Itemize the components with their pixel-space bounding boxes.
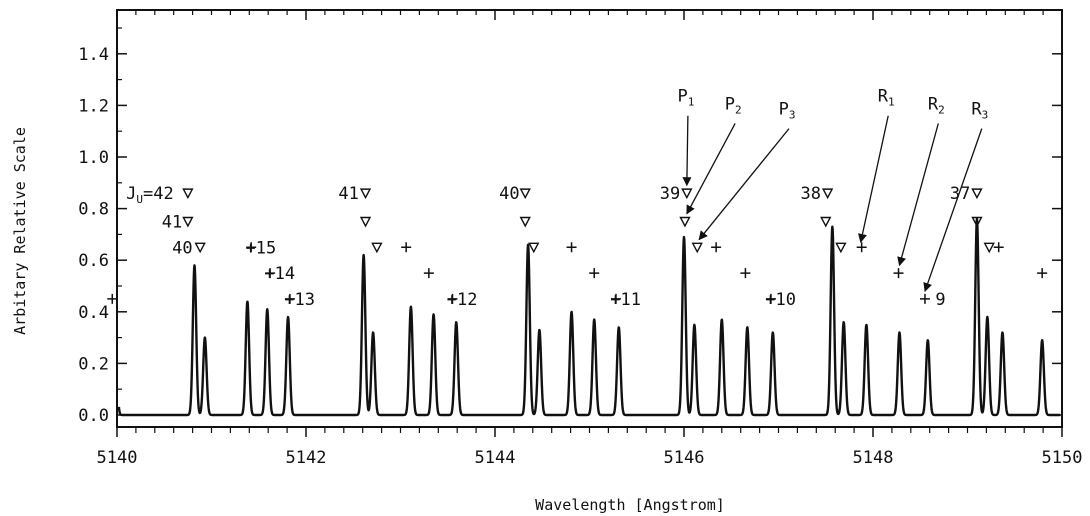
x-tick-label: 5150 (1042, 448, 1083, 468)
plus-marker (566, 242, 577, 253)
spectrum-layer (117, 217, 1062, 417)
peak-annotation: 39 (660, 184, 680, 204)
triangle-marker (528, 242, 540, 254)
y-tick-label: 0.2 (78, 354, 109, 374)
triangle-marker (835, 242, 847, 254)
y-tick-label: 0.4 (78, 303, 109, 323)
triangle-marker (820, 216, 832, 228)
y-tick-label: 1.2 (78, 96, 109, 116)
peak-annotation: 41 (162, 213, 182, 233)
triangle-marker (821, 188, 834, 200)
x-tick-label: 5146 (664, 448, 705, 468)
arrow-line (686, 123, 736, 215)
triangle-marker (359, 188, 372, 200)
plus-marker (1037, 268, 1048, 279)
x-tick-label: 5144 (475, 448, 516, 468)
triangle-marker (971, 188, 983, 200)
peak-annotation: +12 (447, 290, 478, 310)
x-tick-label: 5148 (853, 448, 894, 468)
plus-marker (711, 242, 722, 253)
triangle-marker (681, 188, 693, 200)
x-tick-label: 5140 (97, 448, 138, 468)
x-tick-label: 5142 (286, 448, 327, 468)
triangle-marker (519, 216, 531, 228)
triangle-marker (182, 216, 194, 228)
peak-annotation: 38 (801, 184, 821, 204)
plot-frame (116, 9, 1063, 428)
arrow-label: P2 (725, 94, 742, 116)
peak-annotation: 9 (935, 290, 945, 310)
peak-annotation: +13 (284, 290, 315, 310)
triangle-marker (194, 242, 206, 254)
arrow-label: R3 (971, 100, 988, 122)
y-tick-label: 0.6 (78, 251, 109, 271)
peak-annotation: +15 (246, 238, 277, 258)
y-tick-label: 1.0 (78, 148, 109, 168)
plus-marker (284, 293, 295, 304)
triangle-marker (679, 216, 691, 228)
peak-annotation: 40 (172, 238, 192, 258)
arrow-line (858, 115, 889, 244)
triangle-marker (519, 188, 531, 200)
plus-marker (246, 242, 257, 253)
plus-marker (401, 242, 412, 253)
y-tick-label: 0.0 (78, 406, 109, 426)
x-axis-title: Wavelength [Angstrom] (535, 496, 725, 514)
triangle-marker (983, 242, 995, 254)
plus-marker (265, 268, 276, 279)
triangle-marker (371, 242, 383, 254)
plus-marker (423, 268, 434, 279)
y-tick-label: 1.4 (78, 45, 109, 65)
peak-annotation: 37 (950, 184, 970, 204)
triangle-marker (691, 242, 703, 254)
plus-marker (447, 293, 458, 304)
plus-marker (993, 242, 1004, 253)
peak-annotation: +14 (264, 264, 295, 284)
arrow-label: P1 (677, 87, 694, 109)
peak-annotation: JU=42 (126, 184, 174, 206)
spectrum-line (117, 217, 1062, 417)
plus-marker (740, 268, 751, 279)
arrow-line (682, 115, 692, 187)
plus-marker (893, 268, 904, 279)
chart-axes: 0.0 0.2 0.4 0.6 0.8 1.0 1.2 1.4 5140 5142 5144 5146… (78, 9, 1083, 468)
arrow-line (698, 128, 790, 241)
peak-annotation: +11 (610, 290, 641, 310)
peak-annotation: 41 (338, 184, 358, 204)
peak-annotation: +10 (765, 290, 796, 310)
plus-marker (856, 242, 867, 253)
peak-annotation: 40 (499, 184, 519, 204)
y-tick-label: 0.8 (78, 200, 109, 220)
plus-marker (765, 293, 776, 304)
triangle-marker (359, 216, 372, 228)
plus-marker (589, 268, 600, 279)
triangle-marker (182, 188, 194, 200)
arrow-line (897, 123, 939, 267)
arrow-label: R2 (928, 94, 945, 116)
triangle-marker (971, 216, 983, 228)
marker-layer (107, 188, 1048, 304)
y-axis-title: Arbitary Relative Scale (11, 127, 29, 335)
arrow-line (923, 128, 983, 293)
arrow-label: P3 (779, 100, 796, 122)
plus-marker (107, 293, 118, 304)
plus-marker (919, 293, 930, 304)
arrow-label: R1 (878, 87, 895, 109)
plus-marker (610, 293, 621, 304)
annotation-layer: JU=42 41 40 +15 +14 +13 41 +12 40 +11 39 +10 38 9 37 P1… (126, 87, 988, 310)
